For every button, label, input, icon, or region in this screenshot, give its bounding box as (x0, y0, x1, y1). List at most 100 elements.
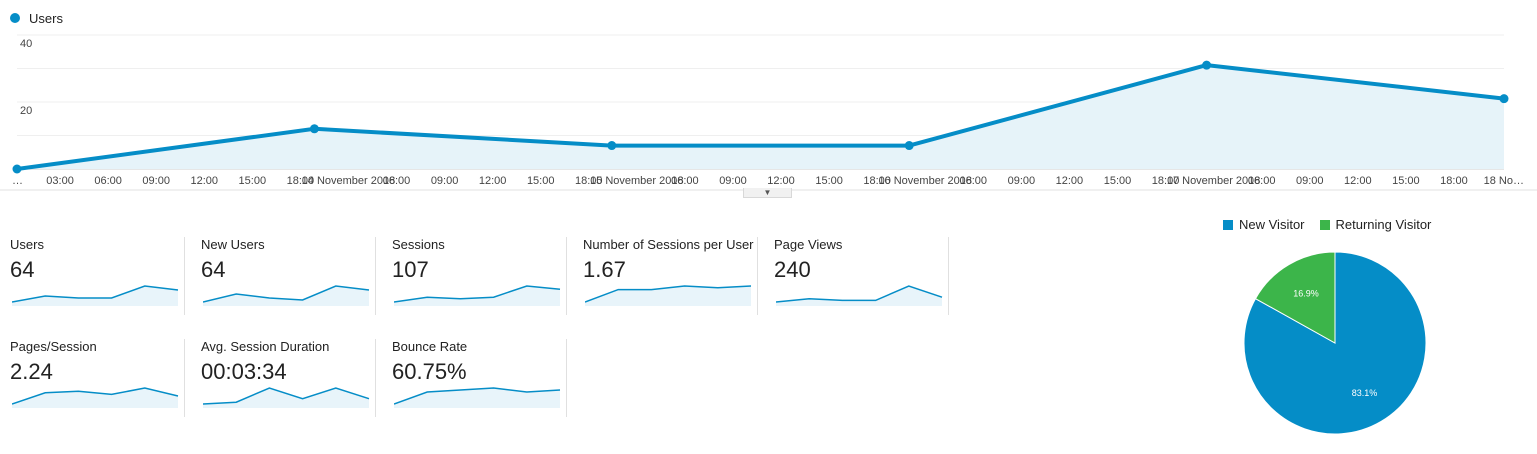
new-visitor-swatch (1223, 219, 1233, 230)
metric-value: 60.75% (392, 359, 467, 384)
metric-sparkline (585, 285, 752, 306)
metric-label: Number of Sessions per User (583, 237, 754, 252)
series-line-users (16, 63, 1505, 171)
metric-label: Pages/Session (10, 339, 97, 354)
sparkline-area (394, 286, 560, 306)
sparkline-line (12, 285, 179, 303)
x-tick-label: 09:00 (142, 175, 170, 187)
x-tick-label: 12:00 (1056, 175, 1084, 187)
y-tick-label: 40 (20, 38, 32, 50)
x-tick-label: 03:00 (46, 175, 74, 187)
metric-label: Avg. Session Duration (201, 339, 330, 354)
x-tick-label: 18:00 (1440, 175, 1468, 187)
x-tick-label: 15:00 (1104, 175, 1132, 187)
metric-number-of-sessions-per-user[interactable]: Number of Sessions per User 1.67 (583, 237, 758, 315)
x-tick-label: 12:00 (479, 175, 507, 187)
metric-sparkline (776, 285, 943, 306)
chart-legend[interactable]: Users (10, 10, 63, 26)
x-tick-label: 09:00 (719, 175, 747, 187)
sparkline-area (203, 286, 369, 306)
y-tick-label: 20 (20, 105, 32, 117)
returning-visitor-swatch (1319, 219, 1330, 230)
x-tick-label: 06:00 (671, 175, 699, 187)
pie-slice-label: 83.1% (1352, 388, 1378, 398)
x-tick-label: 14 November 2018 (302, 175, 396, 187)
metric-value: 2.24 (10, 359, 53, 384)
legend-label: New Visitor (1239, 217, 1305, 232)
metric-value: 240 (774, 257, 811, 282)
x-tick-label: 12:00 (1344, 175, 1372, 187)
metric-label: Sessions (392, 237, 445, 252)
sparkline-line (203, 387, 370, 405)
x-tick-label: … (12, 175, 23, 187)
legend-item-new-visitor[interactable]: New Visitor (1223, 217, 1305, 232)
sparkline-line (394, 285, 561, 303)
sparkline-area (12, 286, 178, 306)
data-point[interactable] (1499, 94, 1509, 104)
x-tick-label: 09:00 (1296, 175, 1324, 187)
x-tick-label: 06:00 (1248, 175, 1276, 187)
x-tick-label: 15:00 (239, 175, 267, 187)
x-tick-label: 12:00 (190, 175, 218, 187)
pie-legend: New Visitor Returning Visitor (1223, 217, 1446, 232)
metric-sparkline (394, 387, 561, 408)
x-tick-label: 17 November 2018 (1167, 175, 1261, 187)
data-point[interactable] (1202, 60, 1212, 70)
metric-avg-session-duration[interactable]: Avg. Session Duration 00:03:34 (201, 339, 376, 417)
x-tick-label: 16 November 2018 (878, 175, 972, 187)
legend-item-returning-visitor[interactable]: Returning Visitor (1319, 217, 1431, 232)
metric-value: 64 (201, 257, 226, 282)
x-tick-label: 15:00 (1392, 175, 1420, 187)
sparkline-line (203, 285, 370, 303)
metric-sparkline (12, 285, 179, 306)
x-tick-label: 12:00 (767, 175, 795, 187)
sparkline-line (776, 285, 943, 303)
metric-page-views[interactable]: Page Views 240 (774, 237, 949, 315)
chevron-down-icon: ▼ (763, 188, 772, 197)
metric-sessions[interactable]: Sessions 107 (392, 237, 567, 315)
metric-bounce-rate[interactable]: Bounce Rate 60.75% (392, 339, 567, 417)
metric-pages-session[interactable]: Pages/Session 2.24 (10, 339, 185, 417)
sparkline-area (585, 286, 751, 306)
metric-value: 107 (392, 257, 429, 282)
metric-label: Bounce Rate (392, 339, 468, 354)
x-tick-label: 09:00 (431, 175, 459, 187)
sparkline-line (585, 285, 752, 303)
x-tick-label: 09:00 (1008, 175, 1036, 187)
sparkline-area (394, 388, 560, 408)
data-point[interactable] (904, 141, 914, 151)
x-tick-label: 18:00 (863, 175, 891, 187)
metric-label: New Users (201, 237, 265, 252)
series-color-dot (10, 13, 20, 23)
data-point[interactable] (12, 164, 22, 174)
expand-chart-handle[interactable]: ▼ (743, 188, 792, 198)
sparkline-area (203, 388, 369, 408)
visitor-type-pie-chart[interactable]: 83.1% 16.9% (1240, 248, 1430, 438)
metric-users[interactable]: Users 64 (10, 237, 185, 315)
metric-label: Users (10, 237, 44, 252)
metric-sparkline (203, 387, 370, 408)
metric-sparkline (12, 387, 179, 408)
x-tick-label: 18:00 (575, 175, 603, 187)
pie-slice-returning-visitor[interactable] (1254, 251, 1336, 344)
metric-value: 00:03:34 (201, 359, 287, 384)
data-point[interactable] (607, 141, 617, 151)
sparkline-line (12, 387, 179, 405)
sparkline-line (394, 387, 561, 405)
metric-sparkline (394, 285, 561, 306)
metric-label: Page Views (774, 237, 843, 252)
metric-new-users[interactable]: New Users 64 (201, 237, 376, 315)
metric-value: 1.67 (583, 257, 626, 282)
area-fill (17, 65, 1504, 169)
x-tick-label: 06:00 (960, 175, 988, 187)
users-line-chart[interactable]: 40 20 … 03:00 06:00 09:00 12:00 15:00 18:00 14 No… (0, 0, 1537, 200)
x-tick-label: 15:00 (527, 175, 555, 187)
x-tick-label: 06:00 (383, 175, 411, 187)
x-tick-label: 15 November 2018 (590, 175, 684, 187)
x-tick-label: 18 No… (1484, 175, 1524, 187)
data-point[interactable] (309, 124, 319, 134)
series-label: Users (29, 10, 63, 26)
metric-sparkline (203, 285, 370, 306)
x-tick-label: 06:00 (94, 175, 122, 187)
metric-value: 64 (10, 257, 35, 282)
